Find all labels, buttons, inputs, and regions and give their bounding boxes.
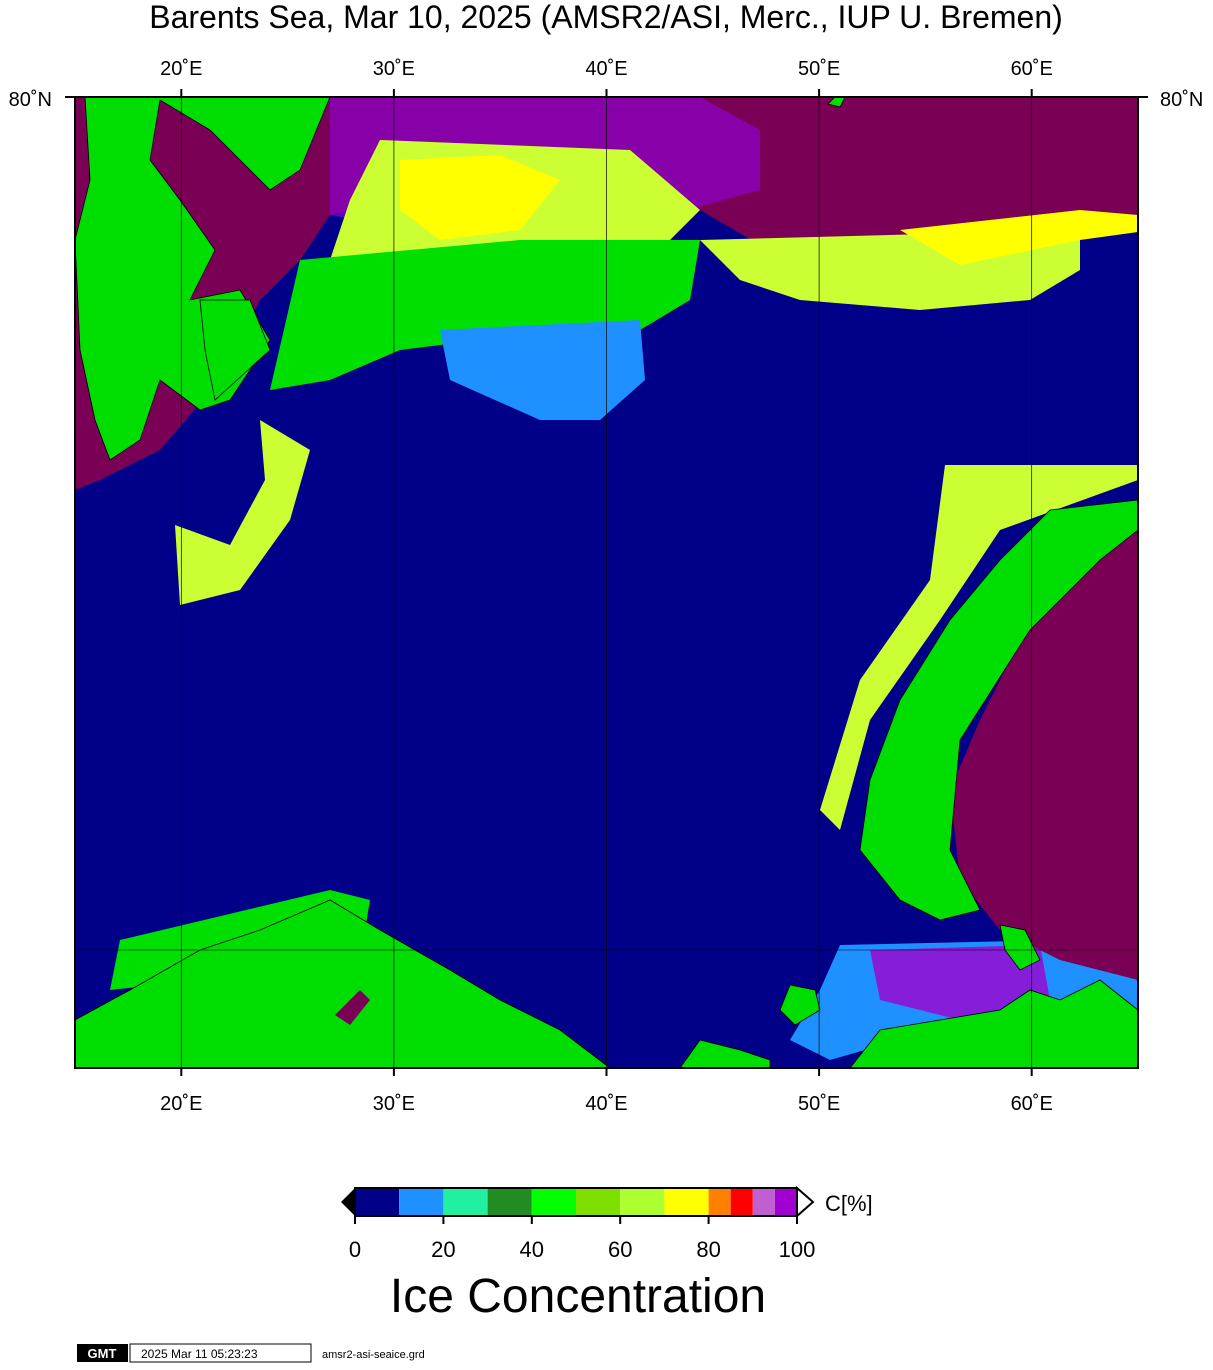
footer: GMT 2025 Mar 11 05:23:23 amsr2-asi-seaic… xyxy=(77,1343,425,1363)
lon-label: 30˚E xyxy=(373,1093,415,1115)
colorbar-bin xyxy=(664,1188,709,1216)
ice-full xyxy=(950,530,1138,980)
lon-label: 50˚E xyxy=(798,1093,840,1115)
colorbar-unit: C[%] xyxy=(825,1191,873,1216)
ice-mid xyxy=(175,420,310,605)
lake xyxy=(335,990,370,1025)
colorbar-bin xyxy=(531,1188,576,1216)
colorbar-bin xyxy=(620,1188,665,1216)
colorbar-bin xyxy=(355,1188,400,1216)
ice-low xyxy=(440,320,645,420)
ice-mid xyxy=(820,465,1138,830)
lat-label: 80˚N xyxy=(1160,89,1203,111)
lon-label: 30˚E xyxy=(373,58,415,80)
land xyxy=(74,96,1139,1069)
colorbar-bin xyxy=(487,1188,532,1216)
lon-label: 50˚E xyxy=(798,58,840,80)
title: Barents Sea, Mar 10, 2025 (AMSR2/ASI, Me… xyxy=(149,0,1063,35)
colorbar-under xyxy=(341,1188,355,1216)
lon-label: 20˚E xyxy=(160,1093,202,1115)
map-frame xyxy=(74,96,1139,1069)
colorbar-bin xyxy=(576,1188,621,1216)
timestamp-box xyxy=(129,1343,312,1363)
colorbar-frame xyxy=(354,1187,798,1217)
logo-box xyxy=(77,1344,128,1362)
colorbar-tick-label: 40 xyxy=(520,1237,544,1262)
lon-label: 20˚E xyxy=(160,58,202,80)
ice-mid xyxy=(270,240,700,390)
colorbar-bin xyxy=(730,1188,753,1216)
colorbar-label: Ice Concentration xyxy=(390,1270,766,1323)
lon-label: 60˚E xyxy=(1011,58,1053,80)
colorbar-bin xyxy=(752,1188,775,1216)
colorbar-bin xyxy=(708,1188,731,1216)
ice-high xyxy=(870,945,1050,1020)
colorbar-over xyxy=(796,1185,815,1219)
ice-mid xyxy=(400,155,560,240)
lon-label: 60˚E xyxy=(1011,1093,1053,1115)
colorbar-tick-label: 100 xyxy=(779,1237,816,1262)
colorbar-tick-label: 60 xyxy=(608,1237,632,1262)
timestamp: 2025 Mar 11 05:23:23 xyxy=(141,1347,258,1361)
map: 20˚E 20˚E 30˚E 30˚E 40˚E 40˚E 50˚E 50˚E 60˚E 60˚E… xyxy=(9,58,1204,1115)
colorbar-bin xyxy=(774,1188,797,1216)
lon-label: 40˚E xyxy=(585,58,627,80)
colorbar-bin xyxy=(399,1188,444,1216)
colorbar-tick-label: 20 xyxy=(431,1237,455,1262)
colorbar-bin xyxy=(443,1188,488,1216)
file-name: amsr2-asi-seaice.grd xyxy=(322,1349,425,1361)
lat-label: 80˚N xyxy=(9,89,52,111)
lon-label: 40˚E xyxy=(585,1093,627,1115)
colorbar-tick-label: 0 xyxy=(349,1237,361,1262)
colorbar-tick-label: 80 xyxy=(696,1237,720,1262)
logo: GMT xyxy=(88,1346,117,1361)
colorbar: C[%] Ice Concentration 0 20 40 60 80 100 xyxy=(341,1185,873,1323)
ice-mid xyxy=(900,210,1138,265)
graticule: 20˚E 20˚E 30˚E 30˚E 40˚E 40˚E 50˚E 50˚E 60˚E 60˚E xyxy=(160,58,1053,1115)
